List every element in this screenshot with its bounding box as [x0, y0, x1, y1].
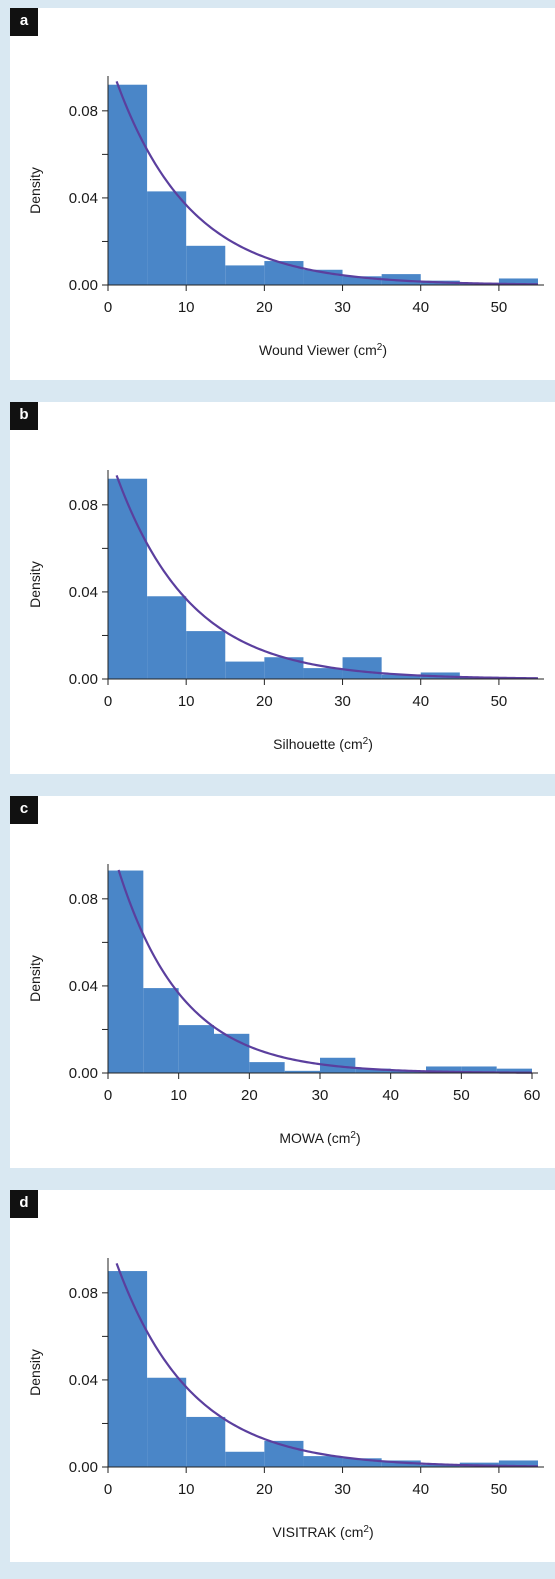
density-fit-curve	[117, 869, 533, 1074]
x-axis-title: VISITRAK (cm2)	[272, 1524, 373, 1540]
histogram-bar	[186, 1416, 226, 1467]
histogram-bar	[264, 261, 304, 285]
x-tick-label: 60	[524, 1087, 541, 1104]
y-axis-title: Density	[27, 561, 43, 608]
y-tick-label: 0.08	[69, 103, 98, 120]
y-tick-label: 0.00	[69, 1065, 98, 1082]
x-tick-label: 40	[412, 1481, 429, 1498]
histogram-bar	[178, 1025, 214, 1073]
histogram-bar	[390, 1070, 426, 1073]
x-axis-title: Wound Viewer (cm2)	[259, 342, 387, 358]
histogram-bar	[342, 1458, 382, 1467]
y-tick-label: 0.00	[69, 1459, 98, 1476]
x-tick-label: 0	[104, 299, 112, 316]
histogram-bar	[264, 657, 304, 679]
histogram-chart: 0.00 0.04 0.08 0 10 20 30 40 50 VISITRAK (cm2) Den…	[27, 1258, 544, 1540]
histogram-bar	[214, 1033, 250, 1073]
histogram-chart: 0.00 0.04 0.08 0 10 20 30 40 50 Wound Viewer (cm2…	[27, 76, 544, 358]
y-tick-label: 0.04	[69, 1372, 98, 1389]
x-tick-label: 50	[491, 1481, 508, 1498]
histogram-bar	[461, 1066, 497, 1073]
histogram-bar	[303, 668, 343, 679]
histogram-bar	[225, 265, 265, 285]
y-axis-title: Density	[27, 1349, 43, 1396]
x-tick-label: 50	[491, 299, 508, 316]
histogram-bar	[147, 191, 187, 285]
y-axis-title: Density	[27, 955, 43, 1002]
histogram-bar	[143, 988, 179, 1073]
histogram-bar	[147, 1377, 187, 1467]
x-tick-label: 40	[412, 299, 429, 316]
histogram-bar	[186, 245, 226, 285]
density-fit-curve	[115, 1262, 539, 1468]
panel-label: a	[10, 8, 38, 36]
y-axis-title: Density	[27, 167, 43, 214]
histogram-bar	[284, 1070, 320, 1073]
x-tick-label: 0	[104, 1087, 112, 1104]
y-tick-label: 0.04	[69, 190, 98, 207]
x-tick-label: 30	[334, 693, 351, 710]
x-axis-title: Silhouette (cm2)	[273, 736, 373, 752]
histogram-bar	[420, 1464, 460, 1467]
panel-label: b	[10, 402, 38, 430]
x-tick-label: 0	[104, 693, 112, 710]
panel-label: c	[10, 796, 38, 824]
x-tick-label: 10	[170, 1087, 187, 1104]
histogram-bar	[108, 1271, 148, 1467]
y-tick-label: 0.00	[69, 671, 98, 688]
y-tick-label: 0.08	[69, 891, 98, 908]
histogram-panel-c: c 0.00 0.04 0.08 0 10 20 30 40 50 60 MOWA (cm2) Den…	[10, 796, 555, 1168]
histogram-bar	[426, 1066, 462, 1073]
histogram-bar	[225, 661, 265, 679]
x-tick-label: 50	[453, 1087, 470, 1104]
histogram-panel-a: a 0.00 0.04 0.08 0 10 20 30 40 50 Wound Viewer (c…	[10, 8, 555, 380]
x-tick-label: 40	[412, 693, 429, 710]
x-tick-label: 20	[256, 299, 273, 316]
y-tick-label: 0.04	[69, 584, 98, 601]
histogram-bar	[249, 1062, 285, 1073]
panel-label: d	[10, 1190, 38, 1218]
x-tick-label: 10	[178, 693, 195, 710]
histogram-bar	[108, 870, 144, 1073]
x-tick-label: 20	[241, 1087, 258, 1104]
histogram-bar	[498, 278, 538, 285]
x-tick-label: 20	[256, 1481, 273, 1498]
histogram-bar	[147, 596, 187, 679]
x-tick-label: 50	[491, 693, 508, 710]
histogram-chart: 0.00 0.04 0.08 0 10 20 30 40 50 Silhouette (cm2) D…	[27, 470, 544, 752]
histogram-bar	[303, 1456, 343, 1467]
x-tick-label: 20	[256, 693, 273, 710]
density-fit-curve	[115, 474, 539, 680]
x-tick-label: 10	[178, 299, 195, 316]
histogram-bar	[108, 478, 148, 679]
x-tick-label: 40	[382, 1087, 399, 1104]
y-tick-label: 0.04	[69, 978, 98, 995]
x-tick-label: 30	[334, 299, 351, 316]
histogram-bar	[381, 1460, 421, 1467]
histogram-bar	[225, 1451, 265, 1467]
histogram-bar	[355, 1068, 391, 1073]
histogram-bar	[381, 674, 421, 679]
x-tick-label: 30	[312, 1087, 329, 1104]
histogram-chart: 0.00 0.04 0.08 0 10 20 30 40 50 60 MOWA (cm2) Densi…	[27, 864, 541, 1146]
histogram-bar	[498, 1460, 538, 1467]
histogram-panel-b: b 0.00 0.04 0.08 0 10 20 30 40 50 Silhouette (cm2…	[10, 402, 555, 774]
density-fit-curve	[115, 80, 539, 286]
y-tick-label: 0.00	[69, 277, 98, 294]
histogram-panel-d: d 0.00 0.04 0.08 0 10 20 30 40 50 VISITRAK (cm2) D…	[10, 1190, 555, 1562]
x-tick-label: 0	[104, 1481, 112, 1498]
histogram-bar	[108, 84, 148, 286]
histogram-bar	[496, 1068, 532, 1073]
x-tick-label: 10	[178, 1481, 195, 1498]
y-tick-label: 0.08	[69, 497, 98, 514]
histogram-bar	[342, 657, 382, 679]
histogram-bar	[342, 276, 382, 285]
x-axis-title: MOWA (cm2)	[279, 1130, 360, 1146]
y-tick-label: 0.08	[69, 1285, 98, 1302]
x-tick-label: 30	[334, 1481, 351, 1498]
histogram-bar	[186, 631, 226, 679]
